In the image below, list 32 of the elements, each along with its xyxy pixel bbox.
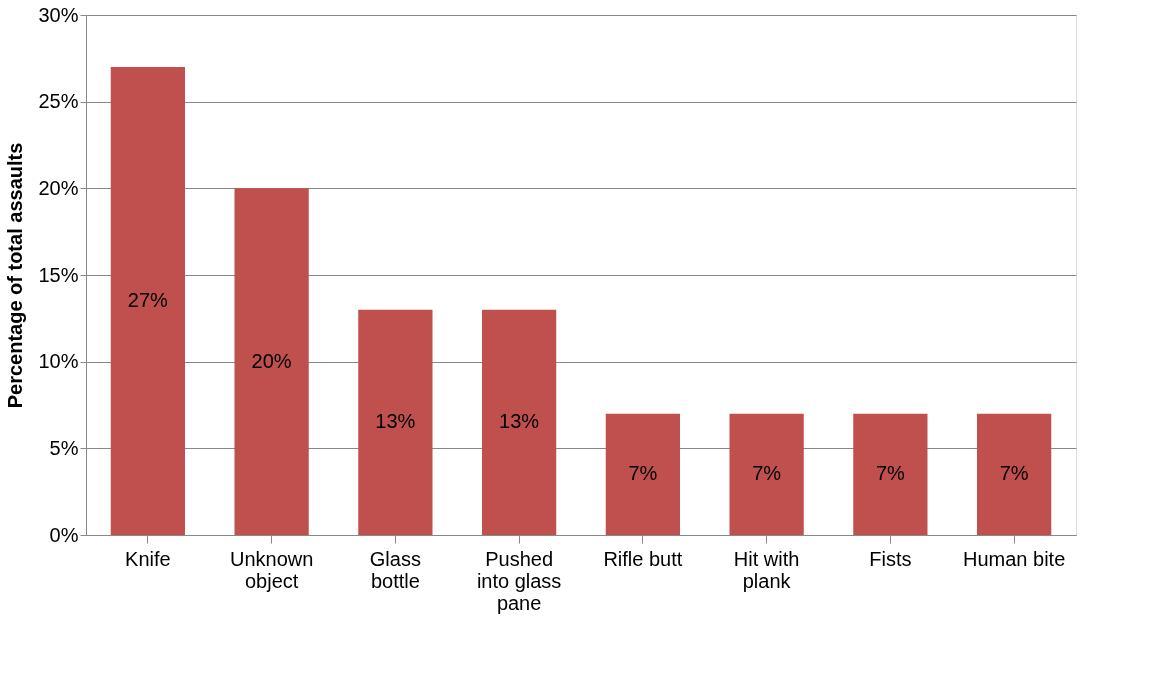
x-tick-label: Unknown object	[229, 547, 314, 592]
y-tick-label: 15%	[38, 263, 79, 286]
bar	[853, 413, 928, 535]
data-label: 13%	[375, 410, 416, 433]
data-label: 13%	[499, 410, 540, 433]
data-label: 7%	[875, 462, 906, 485]
data-label: 7%	[999, 462, 1029, 485]
x-tick-label: Rifle butt	[603, 547, 683, 570]
data-label: 20%	[251, 349, 292, 372]
x-tick-label: Pushed into glass pane	[476, 547, 562, 614]
bar	[605, 413, 680, 535]
bar	[729, 413, 804, 535]
x-tick-label: Glass bottle	[369, 547, 421, 592]
bar	[110, 67, 185, 535]
bar	[977, 413, 1052, 535]
y-tick-label: 0%	[49, 523, 79, 546]
y-tick-label: 20%	[38, 176, 79, 199]
x-tick-label: Knife	[125, 547, 171, 570]
bar	[234, 188, 309, 535]
y-tick-label: 30%	[38, 3, 79, 26]
data-label: 27%	[127, 289, 169, 311]
bar	[358, 309, 433, 535]
data-label: 7%	[628, 462, 658, 485]
x-tick-label: Human bite	[962, 547, 1066, 570]
y-tick-label: 5%	[49, 436, 79, 459]
x-tick-label: Fists	[869, 547, 912, 570]
x-tick-label: Hit with plank	[733, 547, 800, 592]
bar	[482, 309, 557, 535]
data-label: 7%	[752, 462, 782, 485]
y-tick-label: 25%	[38, 90, 79, 113]
y-axis-title: Percentage of total assaults	[4, 142, 27, 409]
y-tick-label: 10%	[38, 350, 79, 373]
